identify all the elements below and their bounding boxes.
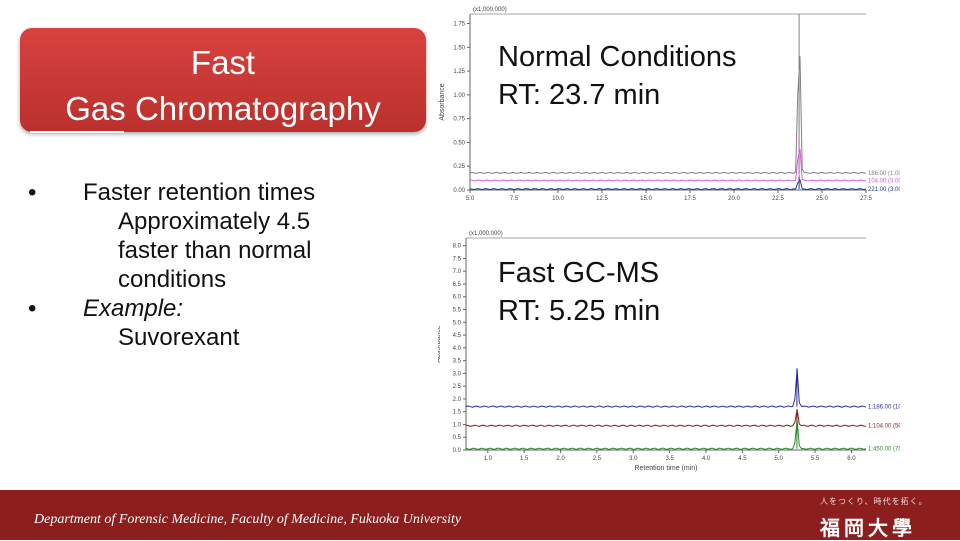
y-tick-label: 7.0	[453, 269, 462, 275]
series-line	[465, 368, 867, 408]
y-tick-label: 6.5	[453, 282, 462, 288]
y-tick-label: 2.0	[453, 397, 462, 403]
chromatogram-fast: (x1,000,000) 0.0 0.5 1.0 1.5 2.0 2.5 3.0 3.5 4.0 4…	[435, 231, 912, 472]
x-tick-label: 4.0	[702, 456, 711, 462]
x-axis-label: Retention time (min)	[634, 465, 697, 472]
y-tick-label: 2.5	[453, 384, 462, 390]
x-tick-label: 15.0	[640, 196, 652, 202]
y-tick-label: 3.0	[453, 371, 462, 377]
bullet-text: Faster retention times	[83, 179, 316, 206]
y-tick-label: 4.5	[453, 333, 462, 339]
x-tick-label: 7.5	[510, 196, 519, 202]
fast-label-line2: RT: 5.25 min	[498, 295, 661, 327]
x-tick-label: 25.0	[816, 196, 828, 202]
bullet-dot: •	[28, 295, 37, 322]
x-tick-label: 1.0	[484, 456, 493, 462]
y-tick-label: 0.0	[453, 448, 462, 454]
y-tick-label: 7.5	[453, 256, 462, 262]
x-tick-label: 4.5	[738, 456, 747, 462]
x-tick-label: 12.5	[596, 196, 608, 202]
x-tick-label: 5.0	[775, 456, 784, 462]
university-logo: 福岡大學	[820, 518, 916, 540]
x-tick-label: 2.5	[593, 456, 602, 462]
x-tick-label: 22.5	[772, 196, 784, 202]
y-tick-label: 4.0	[453, 346, 462, 352]
x-tick-label: 2.0	[556, 456, 565, 462]
series-line	[465, 419, 867, 450]
bullet-subline: Suvorexant	[118, 324, 240, 351]
y-tick-label: 5.5	[453, 308, 462, 314]
series-label: 186.00 (1.00)	[868, 171, 900, 177]
series-label: 1:186.00 (10.00)	[868, 405, 900, 411]
y-tick-label: 1.25	[453, 69, 465, 75]
footer-text: Department of Forensic Medicine, Faculty…	[34, 512, 462, 527]
bullet-text: Example:	[83, 295, 184, 322]
x-tick-label: 3.5	[665, 456, 674, 462]
series-line	[465, 409, 867, 427]
series-line	[469, 137, 867, 182]
x-tick-label: 1.5	[520, 456, 529, 462]
y-tick-label: 0.00	[453, 188, 465, 194]
footer-bar	[0, 490, 960, 540]
multiplier-label: (x1,000,000)	[469, 231, 503, 237]
y-tick-label: 1.75	[453, 22, 465, 28]
series-line	[469, 176, 867, 191]
y-tick-label: 5.0	[453, 320, 462, 326]
multiplier-label: (x1,000,000)	[473, 7, 507, 13]
slide-title: Fast Gas Chromatography	[20, 40, 426, 132]
bullet-item: • Example:	[28, 294, 408, 323]
y-tick-label: 0.25	[453, 164, 465, 170]
y-tick-label: 6.0	[453, 295, 462, 301]
chromatogram-normal: (x1,000,000) 0.00 0.25 0.50 0.75 1.00 1.25 1.50…	[439, 7, 904, 202]
y-tick-label: 0.50	[453, 140, 465, 146]
normal-label-line1: Normal Conditions	[498, 41, 737, 73]
x-tick-label: 5.0	[466, 196, 475, 202]
title-box	[20, 28, 426, 132]
y-tick-label: 0.5	[453, 435, 462, 441]
y-tick-label: 3.5	[453, 359, 462, 365]
y-tick-label: 8.0	[453, 244, 462, 250]
title-line-1: Fast	[190, 44, 256, 81]
bullet-list: • Faster retention times Approximately 4.…	[28, 178, 408, 352]
y-axis-label: Absorbance	[438, 325, 442, 362]
title-line-2: Gas Chromatography	[65, 90, 381, 127]
y-tick-label: 1.0	[453, 422, 462, 428]
x-tick-label: 5.5	[811, 456, 820, 462]
chart-normal: (x1,000,000) 0.00 0.25 0.50 0.75 1.00 1.25 1.50…	[438, 0, 904, 210]
university-motto: 人をつくり、時代を拓く。	[820, 497, 928, 506]
x-tick-label: 20.0	[728, 196, 740, 202]
y-axis-label: Absorbance	[439, 83, 446, 120]
fast-label: Fast GC-MS RT: 5.25 min	[498, 254, 660, 330]
x-tick-label: 3.0	[629, 456, 638, 462]
series-label: 1:104.00 (50.00)	[868, 424, 900, 430]
y-tick-label: 1.5	[453, 410, 462, 416]
series-label: 104.00 (3.00)	[868, 178, 900, 184]
bullet-subline: Approximately 4.5	[118, 208, 311, 235]
x-tick-label: 27.5	[860, 196, 872, 202]
y-tick-label: 1.00	[453, 93, 465, 99]
x-tick-label: 10.0	[552, 196, 564, 202]
normal-label-line2: RT: 23.7 min	[498, 79, 661, 111]
title-underline	[30, 131, 124, 133]
series-label: 1:450.00 (70.00)	[868, 447, 900, 453]
y-tick-label: 1.50	[453, 45, 465, 51]
bullet-item: • Faster retention times	[28, 178, 408, 207]
chart-fast: (x1,000,000) 0.0 0.5 1.0 1.5 2.0 2.5 3.0 3.5 4.0 4…	[435, 222, 912, 484]
bullet-dot: •	[28, 179, 37, 206]
y-tick-label: 0.75	[453, 117, 465, 123]
normal-label: Normal Conditions RT: 23.7 min	[498, 38, 737, 114]
series-label: 221.00 (3.00)	[868, 187, 900, 193]
x-tick-label: 17.5	[684, 196, 696, 202]
fast-label-line1: Fast GC-MS	[498, 257, 660, 289]
bullet-subline: conditions	[118, 266, 227, 293]
x-tick-label: 6.0	[847, 456, 856, 462]
bullet-subline: faster than normal	[118, 237, 312, 264]
